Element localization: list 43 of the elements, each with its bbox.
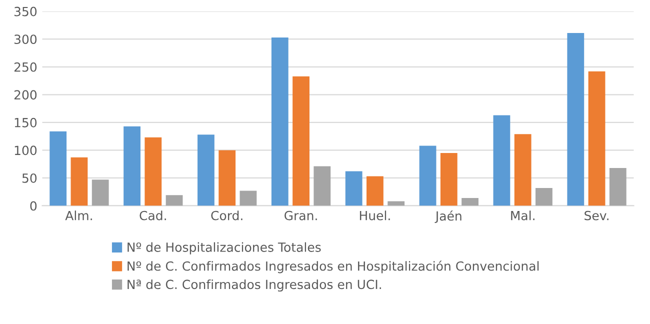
x-tick-label: Mal. (511, 210, 534, 220)
bar (70, 157, 88, 206)
bar (50, 131, 67, 206)
bar (240, 190, 257, 206)
bar (536, 188, 552, 206)
bar (419, 146, 436, 206)
bar (440, 152, 458, 206)
legend-label: Nº de Hospitalizaciones Totales (128, 242, 321, 254)
bar (271, 37, 288, 206)
x-tick-label: Alm. (65, 210, 92, 220)
bar (198, 134, 214, 206)
bar (292, 76, 310, 206)
y-tick-label: 200 (14, 90, 37, 100)
bar (92, 180, 109, 206)
bar (366, 176, 384, 206)
x-tick-label: Jaén (434, 210, 462, 224)
x-tick-label: Cord. (211, 210, 242, 220)
y-tick-label: 100 (14, 146, 37, 156)
bar (588, 71, 606, 206)
bar (388, 201, 405, 206)
y-tick-label: 50 (22, 173, 37, 183)
x-tick-label: Cad. (140, 210, 166, 220)
bar (567, 33, 584, 206)
x-tick-label: Gran. (284, 210, 317, 220)
y-tick-label: 0 (30, 201, 37, 211)
y-tick-label: 300 (14, 34, 37, 44)
bar (514, 134, 532, 206)
y-tick-label: 250 (14, 62, 37, 72)
y-tick-label: 150 (14, 118, 37, 128)
legend-label: Nª de C. Confirmados Ingresados en UCI. (128, 279, 381, 292)
bar (218, 150, 236, 206)
x-tick-label: Huel. (360, 210, 390, 220)
bar (124, 126, 140, 206)
bar (166, 195, 183, 206)
bar (493, 115, 510, 206)
bar (144, 137, 162, 206)
x-tick-label: Sev. (584, 210, 608, 220)
bar (314, 166, 331, 206)
bar (345, 171, 362, 206)
bar (609, 168, 626, 206)
y-tick-label: 350 (14, 6, 37, 16)
bar (462, 198, 478, 206)
legend-label: Nº de C. Confirmados Ingresados en Hospitalización Convencional (128, 260, 539, 274)
